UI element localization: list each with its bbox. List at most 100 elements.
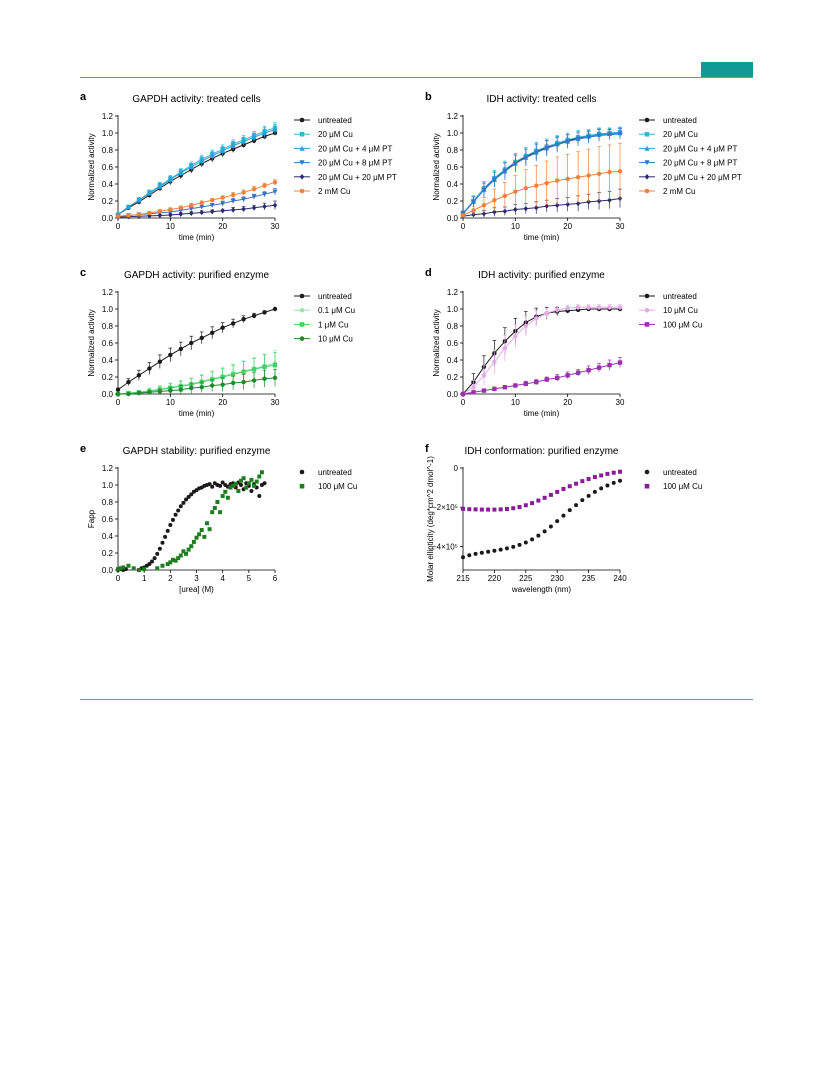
x-tick-label: 240 [613,574,627,583]
y-tick-label: −4×10⁵ [432,542,458,551]
data-point [471,390,476,395]
data-point [259,470,264,475]
y-tick-label: 0.2 [102,549,114,558]
data-point [586,173,591,178]
data-point [481,388,487,393]
legend-label: untreated [663,116,697,125]
data-point [168,560,173,565]
data-point [561,486,566,491]
y-axis-label: Normalized activity [87,309,96,376]
data-point [599,486,604,491]
x-tick-label: 20 [218,398,227,407]
data-point [473,507,478,512]
data-point [218,510,223,515]
x-axis-label: wavelength (nm) [511,585,571,594]
legend-label: 20 μM Cu + 20 μM PT [663,173,742,182]
x-tick-label: 5 [247,574,252,583]
series-1 [460,304,623,397]
data-point [592,489,597,494]
legend-marker [644,131,650,137]
data-point [599,473,604,478]
y-tick-label: 0.2 [447,373,459,382]
x-tick-label: 215 [456,574,470,583]
legend-label: 10 μM Cu [663,306,698,315]
data-point [115,214,121,219]
legend-marker [644,145,650,151]
data-point [534,316,539,321]
data-point [567,508,572,513]
data-point [481,187,487,193]
data-point [209,203,215,208]
data-point [611,480,616,485]
data-point [241,197,247,202]
data-point [207,482,212,487]
y-tick-label: 0.4 [102,180,114,189]
data-point [565,373,570,378]
chart-title: IDH conformation: purified enzyme [465,446,619,457]
x-tick-label: 30 [271,222,280,231]
data-point [220,148,226,154]
data-point [230,192,236,198]
data-point [617,305,623,310]
data-point [544,377,549,382]
y-tick-label: 1.2 [102,288,114,297]
data-point [199,158,205,164]
chart-title: GAPDH stability: purified enzyme [123,446,271,457]
data-point [502,208,508,214]
data-point [233,482,238,487]
data-point [220,382,225,387]
data-point [517,542,522,547]
data-point [188,164,194,170]
y-tick-label: 1.0 [447,305,459,314]
data-point [147,366,152,371]
data-point [461,506,465,511]
series-line [117,129,276,216]
y-tick-label: 0.0 [447,390,459,399]
data-point [168,522,173,527]
data-point [118,566,123,571]
x-tick-label: 30 [616,222,625,231]
data-point [157,389,163,394]
data-point [517,505,522,510]
y-tick-label: 1.0 [102,129,114,138]
data-point [220,494,225,499]
data-point [181,500,186,505]
data-point [575,136,581,142]
legend-marker [299,160,305,166]
data-point [479,550,484,555]
legend-label: untreated [318,116,352,125]
y-tick-label: 1.0 [447,129,459,138]
data-point [204,521,209,526]
data-point [126,563,131,568]
panel-label: f [425,443,429,455]
data-point [251,313,257,318]
data-point [467,507,472,512]
legend-label: 20 μM Cu + 20 μM PT [318,173,397,182]
data-point [238,483,243,487]
series-line [462,131,621,215]
data-point [165,528,170,533]
series-line [462,362,621,395]
data-point [607,197,612,203]
data-point [189,544,194,549]
data-point [147,210,152,216]
legend-label: 20 μM Cu [663,130,698,139]
data-point [136,212,142,217]
data-point [178,205,183,210]
data-point [155,551,160,556]
data-point [186,547,191,552]
data-point [479,507,484,512]
data-point [147,213,152,219]
series-5 [115,179,278,219]
data-point [181,549,186,554]
data-point [152,556,157,561]
data-point [607,305,612,310]
chart-d: d IDH activity: purified enzyme 0.0 0.2 0.4 0… [425,267,702,418]
data-point [534,183,539,188]
y-tick-label: 1.2 [447,288,459,297]
data-point [580,498,585,503]
data-point [184,551,189,556]
data-point [121,565,126,570]
data-point [523,503,528,508]
y-tick-label: 0.4 [447,180,459,189]
